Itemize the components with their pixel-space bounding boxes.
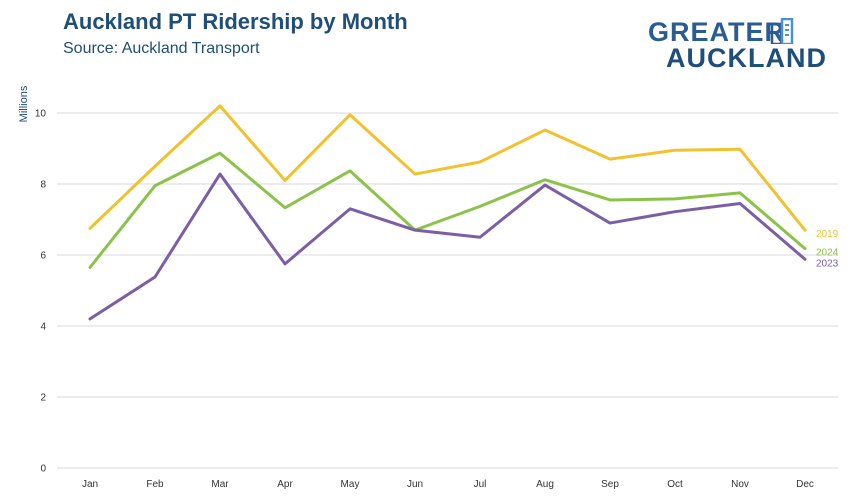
- x-tick-label: Jan: [82, 479, 98, 490]
- x-tick-label: Nov: [731, 479, 749, 490]
- x-tick-label: Jun: [407, 479, 423, 490]
- series-line-2024: [88, 151, 807, 269]
- series-label-2019: 2019: [816, 229, 839, 240]
- series-label-2023: 2023: [816, 258, 839, 269]
- x-tick-label: Sep: [601, 479, 619, 490]
- gridlines: [57, 112, 838, 469]
- y-tick-label: 4: [40, 322, 46, 333]
- x-tick-label: Mar: [211, 479, 229, 490]
- series-line-2019: [88, 104, 807, 232]
- greater-auckland-logo: GREATER AUCKLAND: [644, 14, 834, 74]
- y-tick-label: 6: [40, 251, 46, 262]
- x-tick-label: Jul: [474, 479, 487, 490]
- y-tick-label: 8: [40, 180, 46, 191]
- x-tick-label: May: [341, 479, 360, 490]
- y-axis-label: Millions: [18, 85, 30, 122]
- x-tick-label: Oct: [667, 479, 683, 490]
- y-tick-label: 0: [40, 464, 46, 475]
- y-tick-label: 10: [35, 109, 47, 120]
- logo-text-bottom: AUCKLAND: [666, 43, 827, 73]
- x-tick-label: Dec: [796, 479, 814, 490]
- y-tick-label: 2: [40, 393, 46, 404]
- chart-title: Auckland PT Ridership by Month: [63, 9, 408, 34]
- x-tick-label: Aug: [536, 479, 554, 490]
- x-axis-ticks: Jan Feb Mar Apr May Jun Jul Aug Sep Oct Nov Dec: [82, 479, 814, 490]
- building-icon: [770, 18, 794, 44]
- x-tick-label: Apr: [277, 479, 293, 490]
- x-tick-label: Feb: [146, 479, 164, 490]
- logo-text-top: GREATER: [648, 17, 786, 47]
- series-line-2023: [88, 172, 807, 321]
- chart-subtitle: Source: Auckland Transport: [63, 40, 260, 57]
- y-axis-ticks: 0 2 4 6 8 10: [35, 109, 47, 475]
- series-lines: [88, 104, 807, 321]
- series-label-2024: 2024: [816, 248, 839, 259]
